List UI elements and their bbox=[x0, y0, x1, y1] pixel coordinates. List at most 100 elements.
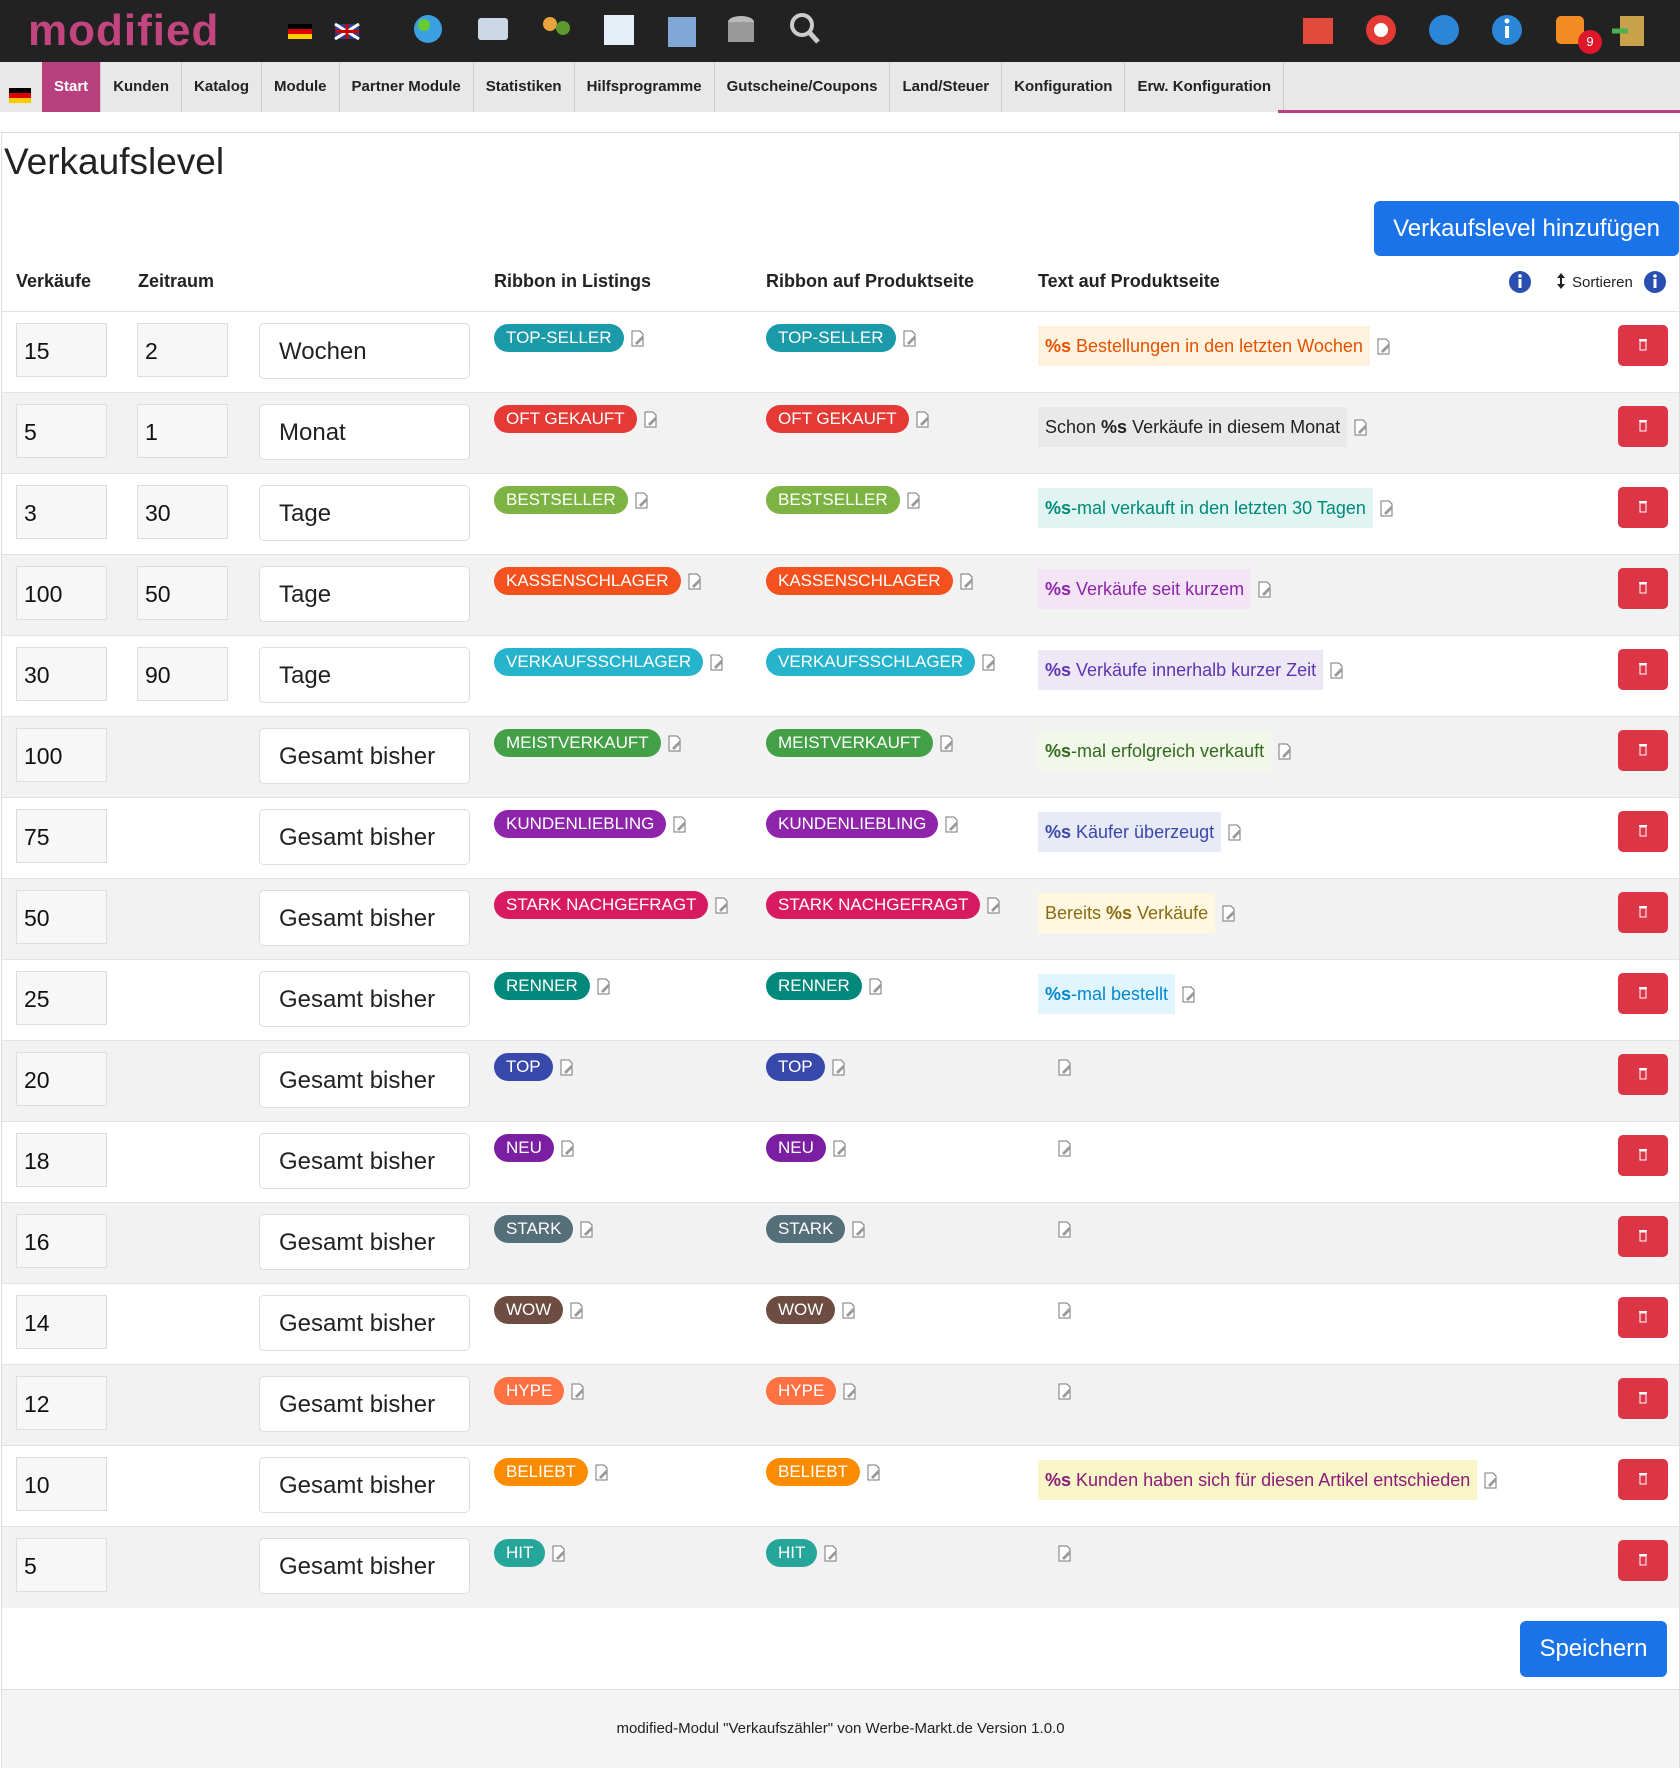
unit-select[interactable]: Gesamt bisher bbox=[259, 1457, 470, 1513]
edit-icon[interactable] bbox=[1277, 743, 1293, 761]
unit-select[interactable]: Tage bbox=[259, 566, 470, 622]
edit-icon[interactable] bbox=[915, 411, 931, 429]
sales-input[interactable]: 12 bbox=[16, 1376, 107, 1430]
sales-input[interactable]: 18 bbox=[16, 1133, 107, 1187]
edit-icon[interactable] bbox=[981, 654, 997, 672]
edit-icon[interactable] bbox=[1227, 824, 1243, 842]
edit-icon[interactable] bbox=[1379, 500, 1395, 518]
period-input[interactable]: 30 bbox=[137, 485, 228, 539]
sales-input[interactable]: 5 bbox=[16, 1538, 107, 1592]
edit-icon[interactable] bbox=[1353, 419, 1369, 437]
unit-select[interactable]: Gesamt bisher bbox=[259, 1376, 470, 1432]
edit-icon[interactable] bbox=[714, 897, 730, 915]
edit-icon[interactable] bbox=[579, 1221, 595, 1239]
edit-icon[interactable] bbox=[1057, 1302, 1073, 1320]
edit-icon[interactable] bbox=[559, 1059, 575, 1077]
add-button[interactable]: Verkaufslevel hinzufügen bbox=[1374, 201, 1679, 256]
edit-icon[interactable] bbox=[570, 1383, 586, 1401]
unit-select[interactable]: Gesamt bisher bbox=[259, 728, 470, 784]
delete-button[interactable] bbox=[1618, 649, 1668, 690]
unit-select[interactable]: Gesamt bisher bbox=[259, 1538, 470, 1594]
delete-button[interactable] bbox=[1618, 568, 1668, 609]
nav-item[interactable]: Partner Module bbox=[340, 62, 474, 112]
delete-button[interactable] bbox=[1618, 973, 1668, 1014]
nav-item[interactable]: Module bbox=[262, 62, 340, 112]
delete-button[interactable] bbox=[1618, 730, 1668, 771]
edit-icon[interactable] bbox=[832, 1140, 848, 1158]
edit-icon[interactable] bbox=[1057, 1221, 1073, 1239]
delete-button[interactable] bbox=[1618, 1297, 1668, 1338]
unit-select[interactable]: Tage bbox=[259, 647, 470, 703]
edit-icon[interactable] bbox=[842, 1383, 858, 1401]
language-flag[interactable] bbox=[0, 62, 42, 112]
edit-icon[interactable] bbox=[959, 573, 975, 591]
edit-icon[interactable] bbox=[1376, 338, 1392, 356]
sales-input[interactable]: 20 bbox=[16, 1052, 107, 1106]
edit-icon[interactable] bbox=[596, 978, 612, 996]
unit-select[interactable]: Monat bbox=[259, 404, 470, 460]
sales-input[interactable]: 75 bbox=[16, 809, 107, 863]
delete-button[interactable] bbox=[1618, 892, 1668, 933]
sales-input[interactable]: 25 bbox=[16, 971, 107, 1025]
edit-icon[interactable] bbox=[672, 816, 688, 834]
unit-select[interactable]: Gesamt bisher bbox=[259, 1295, 470, 1351]
sales-input[interactable]: 15 bbox=[16, 323, 107, 377]
edit-icon[interactable] bbox=[906, 492, 922, 510]
period-input[interactable]: 50 bbox=[137, 566, 228, 620]
edit-icon[interactable] bbox=[1057, 1140, 1073, 1158]
sales-input[interactable]: 100 bbox=[16, 728, 107, 782]
edit-icon[interactable] bbox=[841, 1302, 857, 1320]
edit-icon[interactable] bbox=[709, 654, 725, 672]
edit-icon[interactable] bbox=[551, 1545, 567, 1563]
delete-button[interactable] bbox=[1618, 1216, 1668, 1257]
sales-input[interactable]: 5 bbox=[16, 404, 107, 458]
unit-select[interactable]: Gesamt bisher bbox=[259, 1052, 470, 1108]
period-input[interactable]: 2 bbox=[137, 323, 228, 377]
period-input[interactable]: 1 bbox=[137, 404, 228, 458]
delete-button[interactable] bbox=[1618, 1540, 1668, 1581]
unit-select[interactable]: Gesamt bisher bbox=[259, 971, 470, 1027]
save-button[interactable]: Speichern bbox=[1520, 1621, 1667, 1677]
edit-icon[interactable] bbox=[868, 978, 884, 996]
edit-icon[interactable] bbox=[643, 411, 659, 429]
edit-icon[interactable] bbox=[823, 1545, 839, 1563]
delete-button[interactable] bbox=[1618, 406, 1668, 447]
delete-button[interactable] bbox=[1618, 1135, 1668, 1176]
sales-input[interactable]: 16 bbox=[16, 1214, 107, 1268]
sales-input[interactable]: 30 bbox=[16, 647, 107, 701]
edit-icon[interactable] bbox=[634, 492, 650, 510]
edit-icon[interactable] bbox=[1181, 986, 1197, 1004]
sort-label[interactable]: Sortieren bbox=[1572, 274, 1633, 291]
edit-icon[interactable] bbox=[1257, 581, 1273, 599]
edit-icon[interactable] bbox=[902, 330, 918, 348]
unit-select[interactable]: Gesamt bisher bbox=[259, 890, 470, 946]
nav-item[interactable]: Konfiguration bbox=[1002, 62, 1126, 112]
nav-item[interactable]: Gutscheine/Coupons bbox=[715, 62, 891, 112]
nav-item[interactable]: Katalog bbox=[182, 62, 263, 112]
unit-select[interactable]: Tage bbox=[259, 485, 470, 541]
info-icon[interactable] bbox=[1507, 269, 1535, 295]
edit-icon[interactable] bbox=[986, 897, 1002, 915]
period-input[interactable]: 90 bbox=[137, 647, 228, 701]
delete-button[interactable] bbox=[1618, 325, 1668, 366]
sales-input[interactable]: 14 bbox=[16, 1295, 107, 1349]
edit-icon[interactable] bbox=[1057, 1545, 1073, 1563]
edit-icon[interactable] bbox=[851, 1221, 867, 1239]
edit-icon[interactable] bbox=[560, 1140, 576, 1158]
unit-select[interactable]: Gesamt bisher bbox=[259, 809, 470, 865]
edit-icon[interactable] bbox=[944, 816, 960, 834]
edit-icon[interactable] bbox=[594, 1464, 610, 1482]
edit-icon[interactable] bbox=[831, 1059, 847, 1077]
delete-button[interactable] bbox=[1618, 487, 1668, 528]
edit-icon[interactable] bbox=[687, 573, 703, 591]
nav-item[interactable]: Kunden bbox=[101, 62, 183, 112]
nav-item[interactable]: Land/Steuer bbox=[890, 62, 1003, 112]
nav-item[interactable]: Erw. Konfiguration bbox=[1125, 62, 1285, 112]
edit-icon[interactable] bbox=[569, 1302, 585, 1320]
edit-icon[interactable] bbox=[1483, 1472, 1499, 1490]
nav-item[interactable]: Hilfsprogramme bbox=[575, 62, 715, 112]
delete-button[interactable] bbox=[1618, 1378, 1668, 1419]
delete-button[interactable] bbox=[1618, 811, 1668, 852]
edit-icon[interactable] bbox=[939, 735, 955, 753]
sales-input[interactable]: 50 bbox=[16, 890, 107, 944]
